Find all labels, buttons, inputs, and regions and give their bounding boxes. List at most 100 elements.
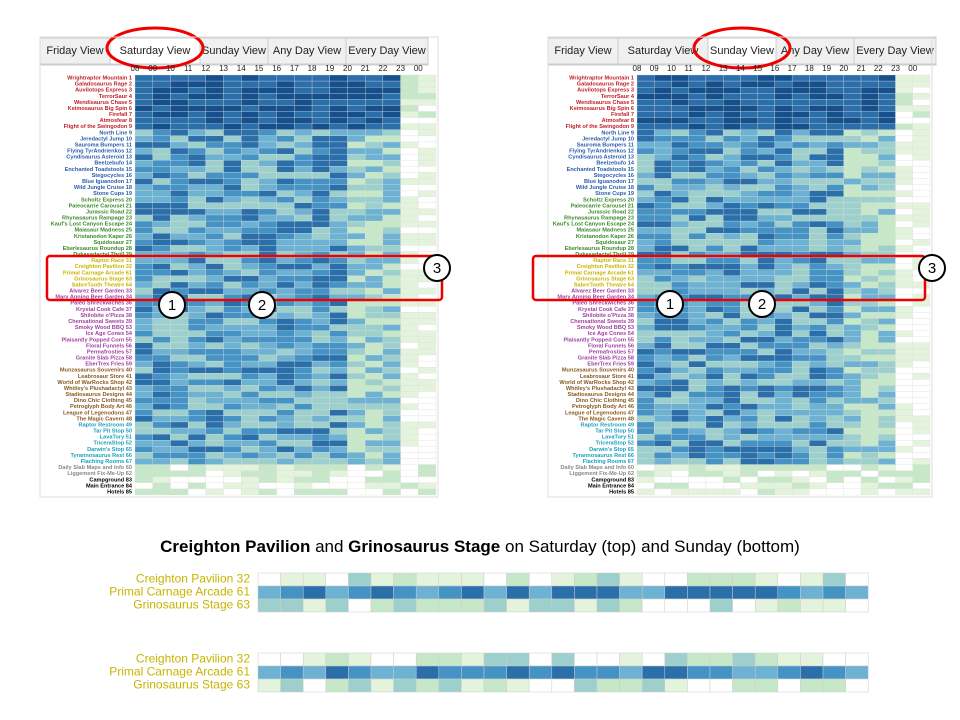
heat-cell xyxy=(258,214,277,222)
heat-cell xyxy=(688,141,707,149)
tab-label[interactable]: Saturday View xyxy=(628,45,699,57)
heat-cell xyxy=(418,129,437,137)
heat-cell xyxy=(636,446,655,453)
heat-cell xyxy=(365,99,384,106)
heat-cell xyxy=(311,166,330,173)
heat-cell xyxy=(723,391,741,398)
heat-cell xyxy=(365,433,384,441)
row-label: Main Entrance 84 xyxy=(588,483,635,489)
heat-cell xyxy=(723,324,741,331)
callout xyxy=(158,291,186,319)
tab[interactable] xyxy=(267,37,347,65)
heat-cell xyxy=(152,403,171,410)
heat-cell xyxy=(241,135,260,143)
heat-cell xyxy=(241,385,260,392)
tab[interactable] xyxy=(547,37,619,65)
heat-cell xyxy=(687,678,711,693)
heat-cell xyxy=(860,147,879,155)
heat-cell xyxy=(400,135,419,143)
heat-cell xyxy=(329,123,348,130)
heat-cell xyxy=(843,470,862,477)
heat-cell xyxy=(551,572,575,587)
hour-label: 20 xyxy=(343,64,352,73)
heat-cell xyxy=(276,336,295,343)
heat-cell xyxy=(276,391,295,398)
heat-cell xyxy=(654,220,672,228)
heat-cell xyxy=(878,330,896,337)
heat-cell xyxy=(723,220,741,228)
heat-cell xyxy=(740,269,758,277)
heat-cell xyxy=(757,452,776,459)
row-label: North Line 9 xyxy=(601,130,634,136)
heat-cell xyxy=(276,312,295,319)
heat-cell xyxy=(187,87,206,94)
tab-label[interactable]: Every Day View xyxy=(856,45,933,57)
heat-cell xyxy=(809,287,827,295)
heat-cell xyxy=(705,160,724,167)
heat-cell xyxy=(774,245,793,252)
heat-cell xyxy=(912,172,931,179)
heat-cell xyxy=(418,409,437,417)
heat-cell xyxy=(276,324,295,331)
heat-cell xyxy=(878,196,896,203)
heat-cell xyxy=(671,440,689,447)
heat-cell xyxy=(860,184,879,191)
heat-cell xyxy=(636,202,655,210)
heat-cell xyxy=(294,476,313,483)
heat-cell xyxy=(791,275,810,283)
tab[interactable] xyxy=(345,37,429,65)
heat-cell xyxy=(740,367,758,374)
row-label: Darwin's Stop 65 xyxy=(589,447,634,453)
heat-cell xyxy=(170,391,189,398)
tab-label[interactable]: Every Day View xyxy=(348,45,425,57)
tab[interactable] xyxy=(109,37,201,65)
heat-cell xyxy=(843,87,862,94)
tab-label[interactable]: Saturday View xyxy=(120,45,191,57)
heat-cell xyxy=(774,379,793,386)
heat-cell xyxy=(705,263,724,270)
heat-cell xyxy=(822,598,846,613)
heat-cell xyxy=(418,452,437,459)
heat-cell xyxy=(170,269,189,277)
heat-cell xyxy=(311,99,330,106)
tab-label[interactable]: Sunday View xyxy=(710,45,774,57)
heat-cell xyxy=(619,678,643,693)
heat-cell xyxy=(809,190,827,197)
heat-cell xyxy=(723,385,741,392)
heat-cell xyxy=(400,184,419,191)
tab-label[interactable]: Friday View xyxy=(554,45,611,57)
heat-cell xyxy=(294,129,313,137)
heat-cell xyxy=(843,160,862,167)
heat-cell xyxy=(912,360,931,368)
heat-cell xyxy=(528,652,553,667)
heat-cell xyxy=(809,458,827,465)
heat-cell xyxy=(400,446,419,453)
callout xyxy=(423,254,451,282)
tab-label[interactable]: Friday View xyxy=(46,45,103,57)
heat-cell xyxy=(258,464,277,471)
heat-cell xyxy=(418,379,437,386)
heat-cell xyxy=(774,220,793,228)
tab-label[interactable]: Sunday View xyxy=(202,45,266,57)
heat-cell xyxy=(740,391,758,398)
heat-cell xyxy=(791,367,810,374)
heat-cell xyxy=(822,678,846,693)
tab[interactable] xyxy=(39,37,111,65)
heat-cell xyxy=(365,409,384,417)
heat-cell xyxy=(187,476,206,483)
heat-cell xyxy=(347,397,366,404)
heat-cell xyxy=(418,482,437,490)
tab-label[interactable]: Any Day View xyxy=(273,45,341,57)
tab-label[interactable]: Any Day View xyxy=(781,45,849,57)
heat-cell xyxy=(723,287,741,295)
heat-cell xyxy=(809,129,827,137)
row-label: Floral Funnels 56 xyxy=(588,343,634,349)
heat-cell xyxy=(826,111,844,118)
heat-cell xyxy=(843,440,862,447)
heat-cell xyxy=(774,360,793,368)
heat-cell xyxy=(574,678,598,693)
heat-cell xyxy=(878,220,896,228)
heat-cell xyxy=(382,440,401,447)
heat-cell xyxy=(705,433,724,441)
tab[interactable] xyxy=(853,37,937,65)
